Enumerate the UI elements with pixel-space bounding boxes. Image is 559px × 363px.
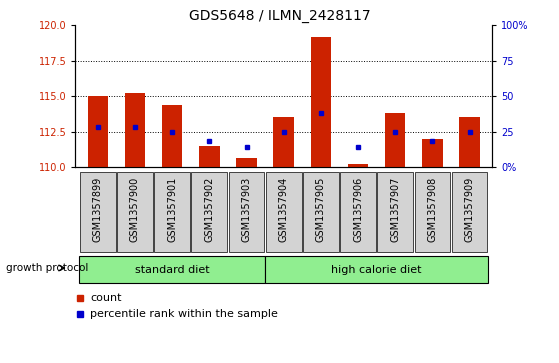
Bar: [303, 172, 339, 252]
Bar: [192, 172, 227, 252]
Bar: [199, 146, 220, 167]
Bar: [273, 117, 294, 167]
Bar: [125, 93, 145, 167]
Bar: [452, 172, 487, 252]
Text: GSM1357901: GSM1357901: [167, 176, 177, 242]
Text: GSM1357899: GSM1357899: [93, 176, 103, 242]
Text: GSM1357902: GSM1357902: [205, 176, 214, 242]
Bar: [459, 117, 480, 167]
Bar: [377, 172, 413, 252]
Text: high calorie diet: high calorie diet: [331, 265, 422, 274]
Bar: [385, 113, 405, 167]
Bar: [229, 172, 264, 252]
Text: GSM1357904: GSM1357904: [279, 176, 288, 242]
Bar: [340, 172, 376, 252]
Bar: [266, 172, 301, 252]
Bar: [348, 164, 368, 167]
Text: GSM1357900: GSM1357900: [130, 176, 140, 242]
Bar: [154, 172, 190, 252]
Text: GSM1357903: GSM1357903: [241, 176, 252, 242]
Bar: [79, 256, 265, 284]
Text: GSM1357906: GSM1357906: [353, 176, 363, 242]
Text: GDS5648 / ILMN_2428117: GDS5648 / ILMN_2428117: [189, 9, 370, 23]
Bar: [117, 172, 153, 252]
Text: GSM1357907: GSM1357907: [390, 176, 400, 242]
Text: GSM1357905: GSM1357905: [316, 176, 326, 242]
Bar: [415, 172, 451, 252]
Bar: [162, 105, 182, 167]
Bar: [80, 172, 116, 252]
Bar: [236, 159, 257, 167]
Text: standard diet: standard diet: [135, 265, 210, 274]
Bar: [265, 256, 488, 284]
Text: GSM1357909: GSM1357909: [465, 176, 475, 242]
Bar: [422, 139, 443, 167]
Bar: [311, 37, 331, 167]
Bar: [88, 96, 108, 167]
Text: count: count: [90, 293, 121, 303]
Text: percentile rank within the sample: percentile rank within the sample: [90, 309, 278, 319]
Text: GSM1357908: GSM1357908: [428, 176, 438, 242]
Text: growth protocol: growth protocol: [6, 263, 88, 273]
